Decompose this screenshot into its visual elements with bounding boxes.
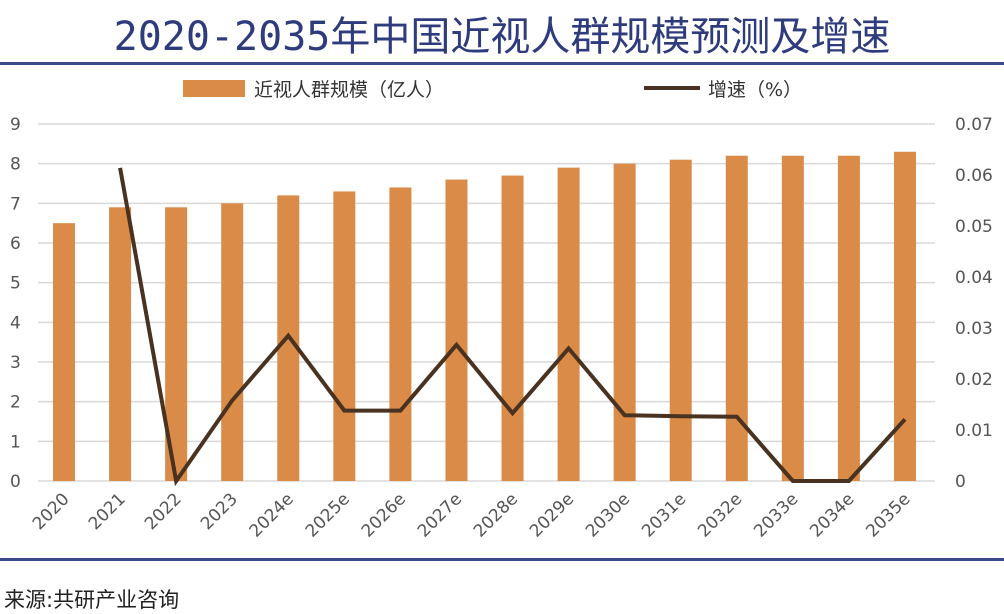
right-axis-tick-label: 0.07 [955, 115, 993, 135]
left-axis-tick-label: 0 [10, 472, 21, 492]
x-axis-tick-label: 2033e [750, 489, 802, 541]
left-axis-tick-label: 8 [10, 155, 21, 175]
left-axis-tick-label: 5 [10, 274, 21, 294]
legend-line-label: 增速（%） [708, 79, 802, 101]
left-axis-tick-label: 1 [10, 432, 21, 452]
bar-2028e [501, 175, 524, 482]
x-axis-tick-label: 2028e [470, 489, 522, 541]
bar-2027e [445, 179, 468, 482]
legend-bar-swatch [183, 80, 245, 97]
bar-2030e [613, 163, 636, 481]
right-axis-tick-label: 0.05 [955, 217, 993, 237]
x-axis-tick-label: 2034e [806, 489, 858, 541]
right-axis-tick-label: 0.04 [955, 268, 993, 288]
bar-2021 [109, 207, 132, 482]
right-axis-tick-label: 0.03 [955, 319, 993, 339]
left-axis-tick-label: 4 [10, 313, 21, 333]
chart-title: 2020-2035年中国近视人群规模预测及增速 [113, 14, 891, 60]
left-axis-tick-label: 6 [10, 234, 21, 254]
x-axis-tick-label: 2024e [246, 489, 298, 541]
x-axis-tick-label: 2026e [358, 489, 410, 541]
x-axis-tick-label: 2030e [582, 489, 634, 541]
bar-2035e [893, 151, 916, 481]
bar-2029e [557, 167, 580, 481]
left-axis-tick-label: 3 [10, 353, 21, 373]
x-axis-tick-label: 2023 [197, 489, 242, 534]
bar-2034e [837, 155, 860, 481]
source-note: 来源:共研产业咨询 [4, 588, 180, 612]
left-axis-tick-label: 9 [10, 115, 21, 135]
bottom-divider [0, 558, 1004, 561]
x-axis-tick-label: 2022 [141, 489, 186, 534]
x-axis-tick-label: 2025e [302, 489, 354, 541]
left-axis-tick-label: 2 [10, 393, 21, 413]
left-axis-tick-label: 7 [10, 194, 21, 214]
bar-2023 [221, 203, 244, 482]
bar-2025e [333, 191, 356, 481]
x-axis-tick-label: 2031e [638, 489, 690, 541]
right-axis-tick-label: 0.02 [955, 370, 993, 390]
x-axis-tick-label: 2020 [29, 489, 74, 534]
bar-2026e [389, 187, 412, 481]
title-divider [0, 62, 1004, 65]
bar-2031e [669, 159, 692, 481]
right-axis-tick-label: 0.01 [955, 421, 993, 441]
x-axis-tick-label: 2035e [862, 489, 914, 541]
bar-2022 [165, 207, 188, 482]
x-axis-tick-label: 2032e [694, 489, 746, 541]
bar-2032e [725, 155, 748, 481]
bar-2020 [53, 223, 76, 481]
x-axis-tick-label: 2029e [526, 489, 578, 541]
bar-2033e [781, 155, 804, 481]
legend-bar-label: 近视人群规模（亿人） [254, 79, 444, 101]
x-axis-tick-label: 2021 [85, 489, 130, 534]
right-axis-tick-label: 0 [955, 472, 966, 492]
x-axis-tick-label: 2027e [414, 489, 466, 541]
right-axis-tick-label: 0.06 [955, 166, 993, 186]
chart: 0 1 2 3 4 5 6 7 8 9 0 0.01 0.02 0.03 0.04 0.05 0.06 0.07 2… [10, 79, 993, 542]
